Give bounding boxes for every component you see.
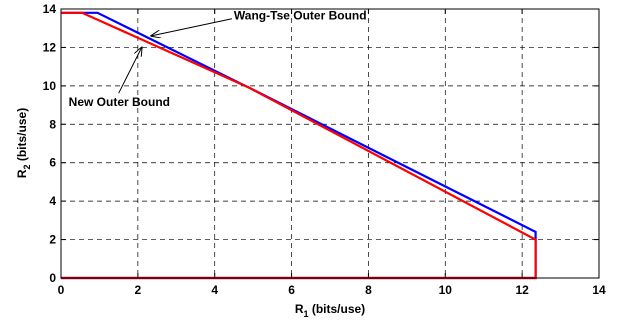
y-tick-label: 0 <box>49 271 56 285</box>
series-line-new-outer-bound <box>61 11 537 280</box>
grid <box>61 9 599 278</box>
y-tick-label: 14 <box>43 2 57 16</box>
ticks: 0 2 4 6 8 10 12 14 0 2 4 6 8 10 12 14 <box>43 2 606 297</box>
x-tick-label: 10 <box>439 283 453 297</box>
annotation-arrow <box>118 47 142 94</box>
y-tick-label: 2 <box>49 233 56 247</box>
annotation-label: New Outer Bound <box>69 95 170 109</box>
y-axis-label: R2 (bits/use) <box>15 108 32 178</box>
x-tick-label: 12 <box>515 283 529 297</box>
x-tick-label: 14 <box>592 283 606 297</box>
y-tick-label: 8 <box>49 117 56 131</box>
x-axis-label: R1 (bits/use) <box>295 302 365 319</box>
annotations: Wang-Tse Outer Bound New Outer Bound <box>69 9 367 109</box>
y-tick-label: 4 <box>49 194 56 208</box>
series-line-wang-tse-outer-bound <box>61 11 537 280</box>
x-tick-label: 4 <box>211 283 218 297</box>
y-tick-label: 10 <box>43 79 57 93</box>
annotation-arrow <box>151 18 233 36</box>
annotation-label: Wang-Tse Outer Bound <box>234 9 367 23</box>
x-tick-label: 2 <box>135 283 142 297</box>
x-tick-label: 0 <box>58 283 65 297</box>
series-group <box>61 11 537 280</box>
y-tick-label: 12 <box>43 40 57 54</box>
plot-frame <box>60 8 600 279</box>
x-tick-label: 6 <box>288 283 295 297</box>
y-tick-label: 6 <box>49 156 56 170</box>
x-tick-label: 8 <box>365 283 372 297</box>
